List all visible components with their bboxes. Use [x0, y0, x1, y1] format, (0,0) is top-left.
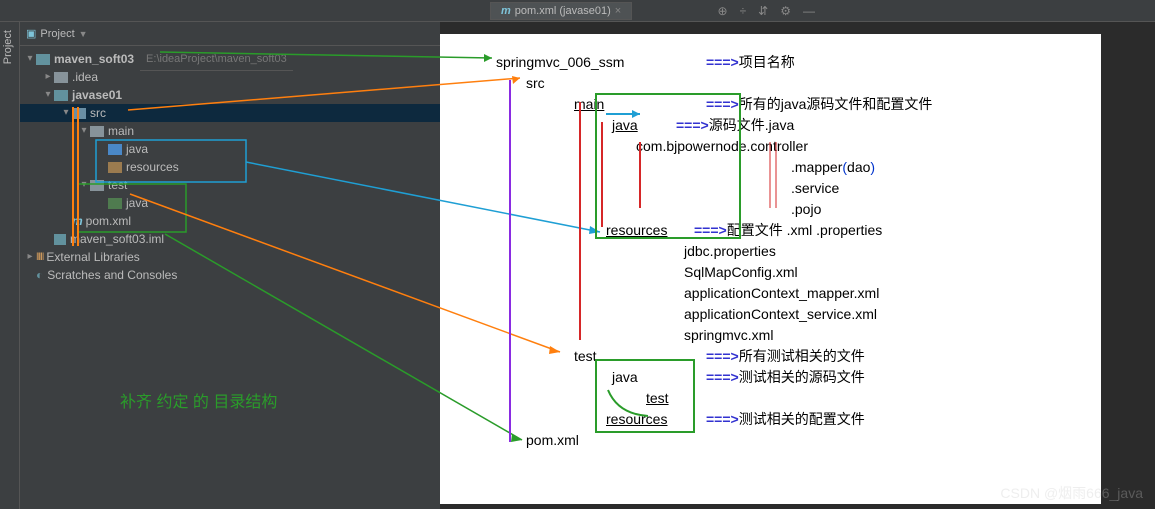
explanation-doc: springmvc_006_ssm===>项目名称 src main===>所有… — [440, 34, 1101, 504]
project-tree: ▾ maven_soft03 E:\ideaProject\maven_soft… — [20, 46, 440, 288]
close-icon[interactable]: × — [615, 5, 621, 17]
divider-icon: ÷ — [740, 4, 747, 18]
panel-header: ▣ Project ▼ — [20, 22, 440, 46]
hide-icon[interactable]: — — [803, 4, 815, 18]
watermark: CSDN @烟雨666_java — [1000, 483, 1143, 503]
scratch-label: Scratches and Consoles — [47, 266, 177, 284]
test-java-label: java — [126, 194, 148, 212]
tree-iml[interactable]: maven_soft03.iml — [20, 230, 440, 248]
toolbar-icons: ⊕ ÷ ⇵ ⚙ — — [718, 4, 1155, 18]
scratch-icon — [36, 266, 47, 284]
root-path: E:\ideaProject\maven_soft03 — [140, 47, 293, 71]
iml-label: maven_soft03.iml — [70, 230, 164, 248]
tree-main-resources[interactable]: resources — [20, 158, 440, 176]
tree-test[interactable]: ▾ test — [20, 176, 440, 194]
project-panel: ▣ Project ▼ ▾ maven_soft03 E:\ideaProjec… — [20, 22, 440, 509]
tree-test-java[interactable]: java — [20, 194, 440, 212]
library-icon — [36, 247, 46, 267]
main-label: main — [108, 122, 134, 140]
tree-src[interactable]: ▾ src — [20, 104, 440, 122]
external-label: External Libraries — [46, 248, 139, 266]
editor-pane: springmvc_006_ssm===>项目名称 src main===>所有… — [440, 22, 1155, 509]
javase01-label: javase01 — [72, 86, 122, 104]
target-icon[interactable]: ⊕ — [718, 4, 728, 18]
tree-pom[interactable]: m pom.xml — [20, 212, 440, 230]
panel-title[interactable]: Project — [40, 28, 74, 40]
pom-label: pom.xml — [86, 212, 131, 230]
maven-icon: m — [501, 5, 511, 17]
project-side-tab[interactable]: Project — [0, 22, 20, 509]
tree-main[interactable]: ▾ main — [20, 122, 440, 140]
tree-external[interactable]: ▸ External Libraries — [20, 248, 440, 266]
expand-icon[interactable]: ⇵ — [758, 4, 768, 18]
editor-tabs: m pom.xml (javase01) × — [490, 0, 632, 22]
root-label: maven_soft03 — [54, 50, 134, 68]
tree-scratch[interactable]: Scratches and Consoles — [20, 266, 440, 284]
tree-javase01[interactable]: ▾ javase01 — [20, 86, 440, 104]
src-label: src — [90, 104, 106, 122]
idea-label: .idea — [72, 68, 98, 86]
side-tab-label: Project — [0, 22, 16, 72]
tree-root[interactable]: ▾ maven_soft03 E:\ideaProject\maven_soft… — [20, 50, 440, 68]
test-label: test — [108, 176, 127, 194]
annotation-text: 补齐 约定 的 目录结构 — [120, 388, 277, 412]
main-res-label: resources — [126, 158, 179, 176]
tab-pom[interactable]: m pom.xml (javase01) × — [490, 2, 632, 20]
tree-main-java[interactable]: java — [20, 140, 440, 158]
tab-label: pom.xml (javase01) — [515, 5, 611, 17]
dropdown-icon[interactable]: ▼ — [79, 29, 88, 39]
gear-icon[interactable]: ⚙ — [780, 4, 791, 18]
main-java-label: java — [126, 140, 148, 158]
maven-icon: m — [72, 212, 83, 230]
cube-icon: ▣ — [26, 27, 36, 40]
